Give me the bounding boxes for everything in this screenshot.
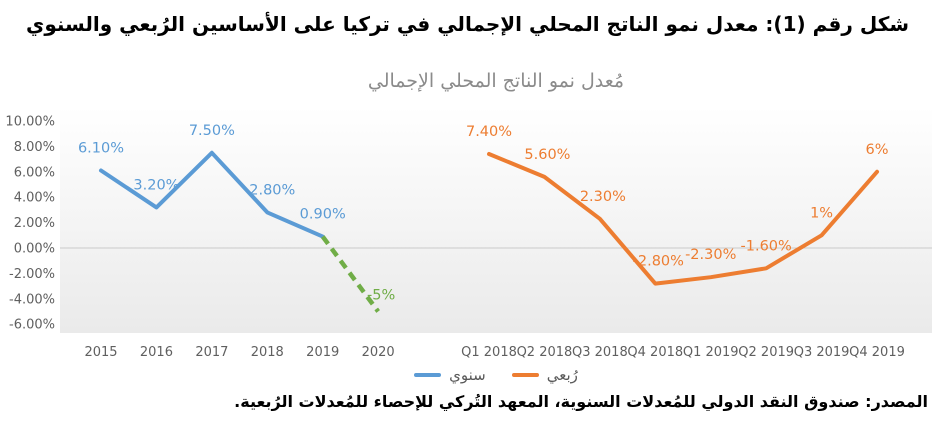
x-axis-labels: 2015 2016 2017 2018 2019 2020 Q1 2018 Q2 2018 Q3… — [84, 345, 904, 360]
x-tick-label: Q2 2018 — [517, 345, 573, 360]
annual-data-label: 0.90% — [300, 207, 346, 223]
gdp-growth-chart: 10.00% 8.00% 6.00% 4.00% 2.00% 0.00% -2.00% -4.… — [5, 107, 932, 360]
quarterly-data-label: -2.80% — [633, 254, 684, 270]
quarterly-data-label: -1.60% — [741, 238, 792, 254]
x-tick-label: Q4 2018 — [627, 345, 683, 360]
x-tick-label: Q4 2019 — [849, 345, 905, 360]
legend-label-quarterly: رُبعي — [546, 366, 578, 384]
legend-label-annual: سنوي — [449, 366, 486, 384]
legend-item-annual: سنوي — [414, 366, 486, 384]
x-tick-label: 2017 — [195, 345, 228, 360]
source-note: المصدر: صندوق النقد الدولي للمُعدلات الس… — [234, 392, 928, 411]
x-tick-label: 2019 — [306, 345, 339, 360]
y-tick-label: 4.00% — [14, 191, 55, 206]
annual-data-label: 6.10% — [78, 141, 124, 157]
annual-line-marker-icon — [414, 373, 442, 377]
quarterly-line-marker-icon — [511, 373, 539, 377]
annual-data-label: 2.80% — [249, 182, 295, 198]
quarterly-series-line — [487, 152, 880, 286]
annual-forecast-series-line — [320, 235, 380, 313]
annual-series-line — [99, 150, 325, 239]
annual-data-label: 3.20% — [133, 177, 179, 193]
series-lines — [99, 150, 880, 313]
y-tick-label: -6.00% — [9, 318, 55, 333]
data-labels: 6.10% 3.20% 7.50% 2.80% 0.90% -5% 7.40% 5.60% 2.… — [78, 123, 889, 304]
y-axis-labels: 10.00% 8.00% 6.00% 4.00% 2.00% 0.00% -2.00% -4.… — [5, 115, 55, 333]
chart-legend: سنوي رُبعي — [60, 366, 932, 384]
y-tick-label: 8.00% — [14, 140, 55, 155]
y-tick-label: 2.00% — [14, 216, 55, 231]
x-tick-label: Q2 2019 — [738, 345, 794, 360]
x-tick-label: 2020 — [362, 345, 395, 360]
x-tick-label: 2015 — [84, 345, 117, 360]
y-tick-label: 0.00% — [14, 242, 55, 257]
x-tick-label: Q3 2018 — [572, 345, 628, 360]
figure-title: شكل رقم (1): معدل نمو الناتج المحلي الإج… — [26, 12, 909, 36]
quarterly-data-label: -2.30% — [685, 247, 736, 263]
quarterly-data-label: 6% — [866, 142, 889, 158]
chart-title: مُعدل نمو الناتج المحلي الإجمالي — [367, 70, 625, 92]
x-tick-label: 2018 — [251, 345, 284, 360]
quarterly-data-label: 1% — [810, 205, 833, 221]
y-tick-label: 10.00% — [5, 115, 55, 130]
plot-area-background — [60, 107, 932, 333]
x-tick-label: 2016 — [140, 345, 173, 360]
y-tick-label: -2.00% — [9, 267, 55, 282]
x-tick-label: Q3 2019 — [794, 345, 850, 360]
y-tick-label: 6.00% — [14, 165, 55, 180]
annual-forecast-data-label: -5% — [367, 288, 395, 304]
quarterly-data-label: 5.60% — [524, 147, 570, 163]
x-tick-label: Q1 2018 — [461, 345, 517, 360]
legend-item-quarterly: رُبعي — [511, 366, 578, 384]
quarterly-data-label: 2.30% — [580, 189, 626, 205]
y-tick-label: -4.00% — [9, 292, 55, 307]
quarterly-data-label: 7.40% — [466, 124, 512, 140]
annual-data-label: 7.50% — [189, 123, 235, 139]
x-tick-label: Q1 2019 — [683, 345, 739, 360]
